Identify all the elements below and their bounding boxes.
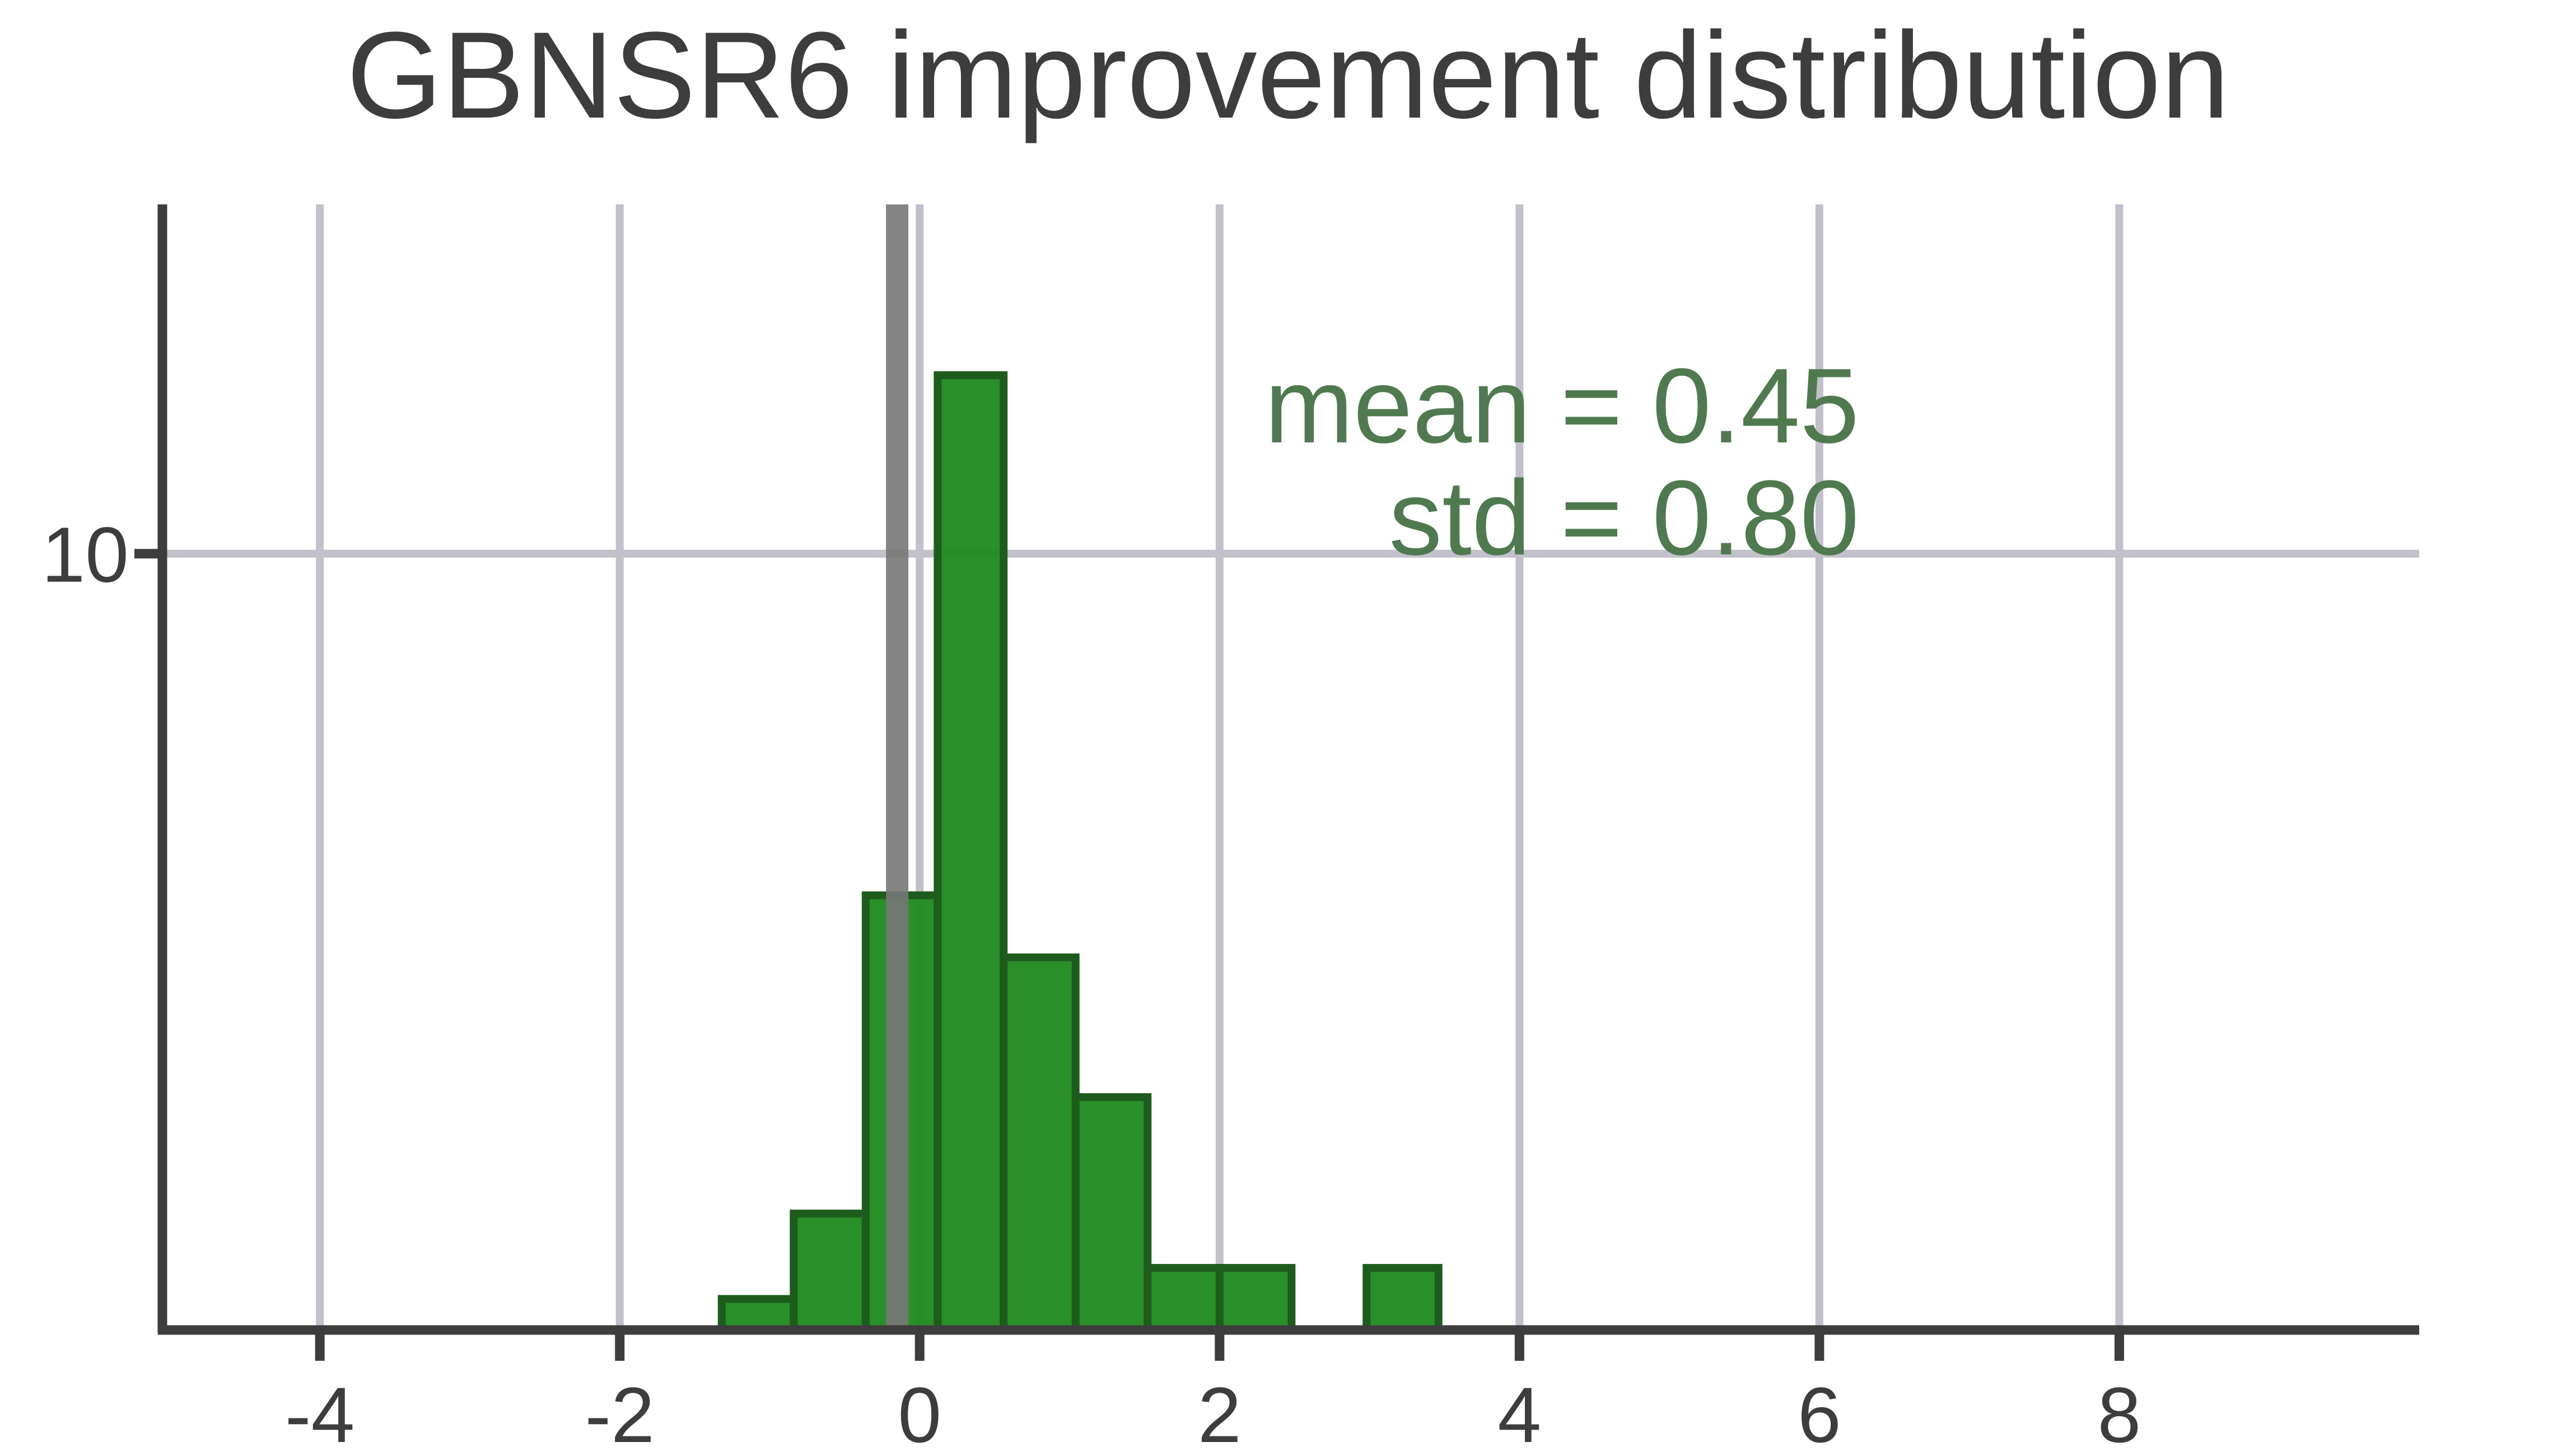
histogram-bar (1362, 1264, 1443, 1334)
histogram-bar (1071, 1093, 1152, 1334)
axes (157, 204, 2419, 1335)
histogram-bars (717, 371, 1443, 1334)
x-tick-label: 4 (1497, 1371, 1541, 1456)
x-tick-label: -2 (585, 1371, 654, 1456)
histogram-bar (1144, 1264, 1224, 1334)
y-tick-label: 10 (41, 511, 129, 599)
histogram-bar (790, 1210, 870, 1334)
x-tick-label: -4 (285, 1371, 354, 1456)
histogram-bar (934, 371, 1008, 1334)
grid-lines (162, 204, 2419, 1330)
mean-annotation: mean = 0.45 (1264, 347, 1859, 465)
x-tick-label: 6 (1798, 1371, 1841, 1456)
x-tick-label: 0 (898, 1371, 941, 1456)
histogram-bar (1215, 1264, 1296, 1334)
x-tick-label: 8 (2098, 1371, 2141, 1456)
histogram-bar (1000, 953, 1080, 1334)
tick-labels: -4 -2 0 2 4 6 8 10 (41, 511, 2141, 1456)
chart-title: GBNSR6 improvement distribution (347, 6, 2229, 144)
x-tick-label: 2 (1198, 1371, 1242, 1456)
std-annotation: std = 0.80 (1389, 459, 1859, 577)
